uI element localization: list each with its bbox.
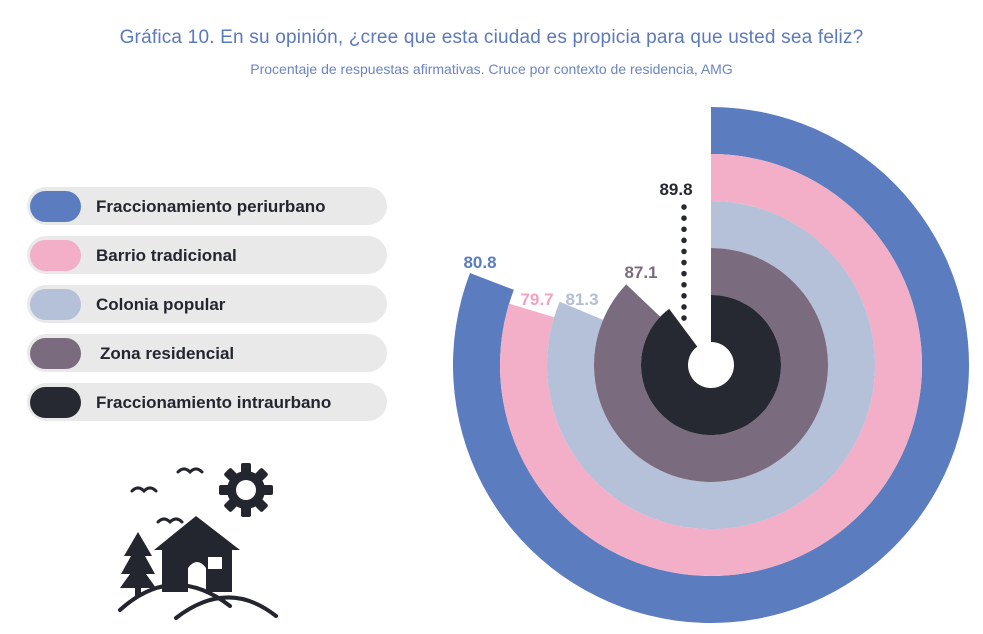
legend-swatch [30, 191, 81, 222]
house-landscape-icon [118, 460, 288, 625]
legend-label: Colonia popular [96, 295, 226, 314]
legend-item-zona-residencial: Zona residencial [27, 334, 387, 372]
legend: Fraccionamiento periurbano Barrio tradic… [27, 187, 387, 432]
legend-swatch [30, 289, 81, 320]
legend-item-barrio-tradicional: Barrio tradicional [27, 236, 387, 274]
value-label-barrio-tradicional: 79.7 [520, 290, 553, 309]
bar-fraccionamiento-intraurbano [640, 295, 781, 435]
chart-subtitle: Procentaje de respuestas afirmativas. Cr… [250, 61, 733, 77]
bar-zona-residencial [594, 248, 828, 483]
legend-item-colonia-popular: Colonia popular [27, 285, 387, 323]
legend-swatch [30, 387, 81, 418]
legend-label: Fraccionamiento intraurbano [96, 393, 332, 412]
value-label-zona-residencial: 87.1 [624, 263, 657, 282]
legend-label: Fraccionamiento periurbano [96, 197, 326, 216]
radial-bar-chart: 80.8 79.7 81.3 87.1 89.8 [452, 107, 970, 624]
legend-swatch [30, 240, 81, 271]
value-label-fraccionamiento-intraurbano: 89.8 [659, 180, 692, 199]
legend-item-fraccionamiento-intraurbano: Fraccionamiento intraurbano [27, 383, 387, 421]
value-label-fraccionamiento-periurbano: 80.8 [463, 253, 496, 272]
legend-label: Barrio tradicional [96, 246, 237, 265]
chart-title: Gráfica 10. En su opinión, ¿cree que est… [119, 27, 864, 48]
legend-item-fraccionamiento-periurbano: Fraccionamiento periurbano [27, 187, 387, 225]
legend-swatch [30, 338, 81, 369]
legend-label: Zona residencial [100, 344, 235, 363]
value-label-colonia-popular: 81.3 [565, 290, 598, 309]
